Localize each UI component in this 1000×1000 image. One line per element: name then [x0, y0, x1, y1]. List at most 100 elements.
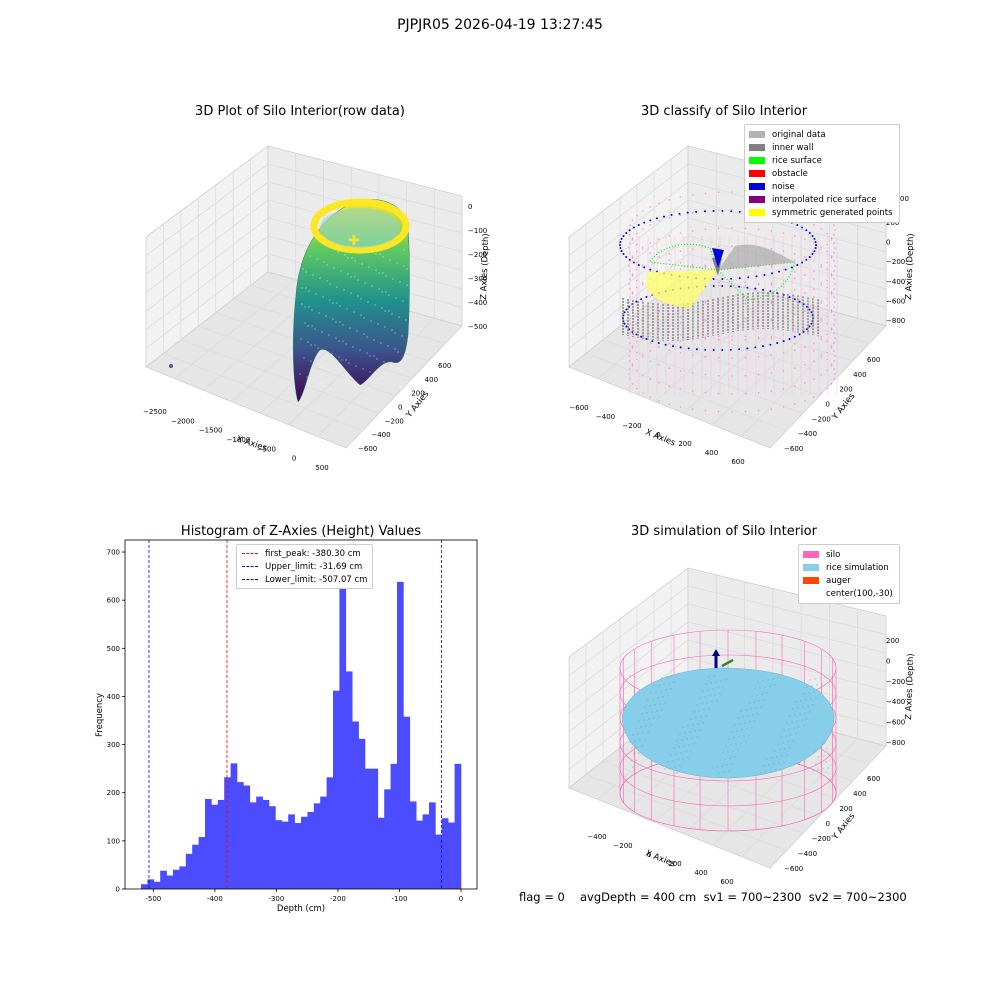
p4-z-tick-1: 0 — [886, 657, 890, 665]
p2-y-tick-0: 600 — [867, 356, 880, 364]
p2-x-tick-4: 200 — [678, 440, 691, 448]
p2-x-tick-0: −600 — [569, 404, 588, 412]
p1-z-tick-2: −200 — [468, 251, 487, 259]
hist-bar — [243, 785, 251, 889]
hist-bar — [166, 875, 174, 889]
hist-bar — [339, 564, 347, 889]
legend-item-first-peak: first_peak: -380.30 cm — [242, 547, 367, 560]
legend-item-noise: noise — [749, 180, 893, 193]
hist-ytick-4: 400 — [107, 693, 120, 701]
hist-bar — [377, 817, 385, 889]
hist-bar — [160, 870, 167, 889]
p4-y-tick-4: −200 — [812, 835, 831, 843]
figure-suptitle: PJPJR05 2026-04-19 13:27:45 — [397, 17, 603, 33]
p4-y-tick-3: 0 — [826, 820, 830, 828]
p1-x-tick-6: 500 — [315, 464, 328, 472]
legend-item-lower-limit: Lower_limit: -507.07 cm — [242, 573, 367, 586]
hist-bar — [326, 777, 334, 889]
hist-ytick-1: 100 — [107, 837, 120, 845]
legend-item-upper-limit: Upper_limit: -31.69 cm — [242, 560, 367, 573]
panel4-xlabel: X Axies — [644, 849, 677, 870]
p1-y-tick-2: 200 — [411, 390, 424, 398]
p2-x-tick-3: 0 — [656, 431, 660, 439]
hist-xtick-3: -200 — [330, 895, 346, 903]
p2-z-tick-1: 0 — [886, 239, 890, 247]
p1-x-tick-3: −1000 — [227, 436, 251, 444]
p2-y-tick-4: −200 — [812, 415, 831, 423]
panel2-title: 3D classify of Silo Interior — [640, 104, 808, 119]
p2-z-tick-5: −800 — [886, 317, 905, 325]
panel1-title: 3D Plot of Silo Interior(row data) — [195, 104, 405, 119]
hist-bar — [205, 798, 212, 889]
p4-y-tick-0: 600 — [867, 775, 880, 783]
p4-z-tick-3: −400 — [886, 698, 905, 706]
hist-xtick-5: 0 — [459, 895, 463, 903]
p1-y-tick-1: 400 — [425, 376, 438, 384]
p2-y-tick-5: −400 — [798, 430, 817, 438]
p4-x-tick-2: 0 — [647, 851, 651, 859]
p1-z-tick-0: 0 — [468, 203, 472, 211]
hist-bar — [358, 738, 366, 889]
p1-z-tick-4: −400 — [468, 299, 487, 307]
hist-bar — [301, 816, 308, 889]
hist-bar — [345, 671, 353, 889]
hist-bar — [262, 799, 270, 889]
hist-bar — [275, 820, 283, 889]
hist-bar — [365, 768, 372, 889]
p1-z-tick-5: −500 — [468, 323, 487, 331]
p1-y-tick-0: 600 — [438, 362, 451, 370]
p2-z-tick-4: −600 — [886, 297, 905, 305]
p2-z-tick-3: −400 — [886, 278, 905, 286]
p4-x-tick-0: −400 — [587, 833, 606, 841]
legend-item-rice-surface: rice surface — [749, 154, 893, 167]
p2-x-tick-2: −200 — [622, 422, 641, 430]
p1-y-tick-5: −400 — [371, 431, 390, 439]
hist-bar — [313, 803, 321, 889]
p2-x-tick-6: 600 — [731, 458, 744, 466]
legend-item-auger: auger — [803, 574, 893, 587]
p4-z-tick-5: −800 — [886, 739, 905, 747]
hist-bar — [403, 716, 411, 889]
p4-x-tick-1: −200 — [613, 842, 632, 850]
panel4-title: 3D simulation of Silo Interior — [631, 524, 817, 539]
footer-avg-depth: avgDepth = 400 cm sv1 = 700~2300 sv2 = 7… — [580, 890, 907, 904]
legend-item-symmetric: symmetric generated points — [749, 206, 893, 219]
hist-bar — [384, 789, 391, 889]
p2-z-tick-0: 200 — [886, 219, 899, 227]
legend-item-original: original data — [749, 128, 893, 141]
hist-ytick-5: 500 — [107, 645, 120, 653]
panel4-simulation — [619, 629, 837, 832]
p1-y-tick-6: −600 — [358, 445, 377, 453]
p1-x-tick-1: −2000 — [171, 417, 195, 425]
legend-item-rice-sim: rice simulation — [803, 561, 893, 574]
hist-bar — [294, 823, 302, 889]
hist-ytick-6: 600 — [107, 597, 120, 605]
p1-z-tick-3: −300 — [468, 275, 487, 283]
hist-bar — [256, 796, 263, 889]
p4-x-tick-4: 400 — [694, 869, 707, 877]
hist-bar — [173, 869, 180, 889]
p2-y-tick-6: −600 — [784, 445, 803, 453]
hist-bar — [416, 820, 423, 889]
hist-xtick-0: -500 — [145, 895, 161, 903]
p2-y-tick-1: 400 — [853, 371, 866, 379]
hist-bar — [422, 814, 430, 889]
panel4-ylabel: Y Axies — [830, 811, 858, 843]
hist-title: Histogram of Z-Axies (Height) Values — [180, 524, 422, 539]
svg-text:✚: ✚ — [348, 233, 360, 249]
hist-bar — [288, 814, 295, 889]
panel1-zlabel: Z Axies (Depth) — [479, 233, 491, 300]
hist-ylabel: Frequency — [95, 693, 105, 737]
hist-bar — [147, 879, 155, 889]
p2-y-tick-2: 200 — [839, 386, 852, 394]
hist-bar — [429, 802, 436, 889]
p2-y-tick-3: 0 — [826, 401, 830, 409]
hist-ytick-3: 300 — [107, 741, 120, 749]
hist-bar — [448, 822, 455, 889]
legend-item-obstacle: obstacle — [749, 167, 893, 180]
hist-bar — [269, 806, 276, 889]
hist-bar — [153, 881, 161, 889]
